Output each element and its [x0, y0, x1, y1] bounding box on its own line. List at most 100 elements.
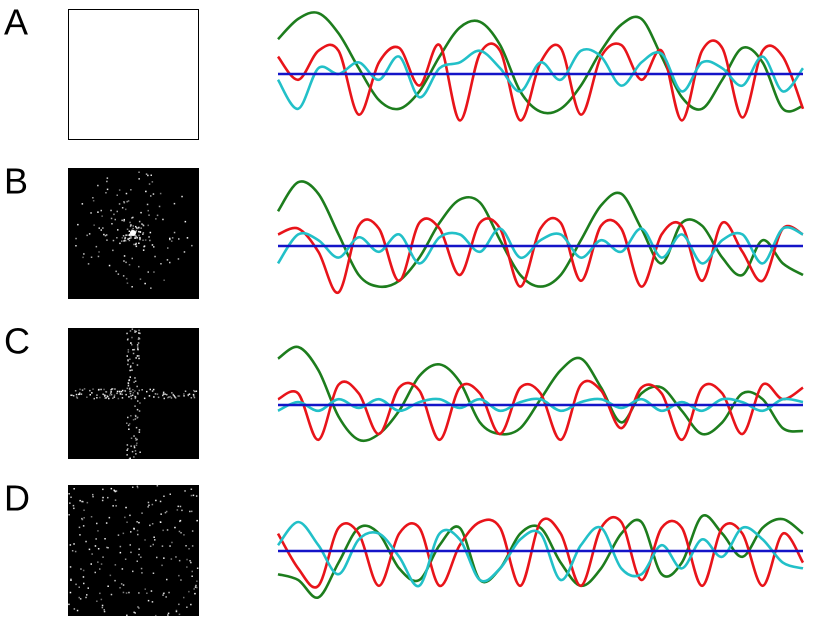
- speckle: [147, 599, 150, 602]
- speckle: [139, 451, 141, 453]
- speckle: [133, 456, 135, 458]
- speckle: [175, 610, 178, 613]
- speckle: [151, 390, 154, 392]
- speckle: [110, 593, 113, 596]
- speckle: [136, 355, 139, 357]
- speckle: [102, 496, 104, 499]
- speckle: [183, 395, 185, 397]
- speckle: [107, 395, 109, 398]
- speckle: [159, 500, 162, 503]
- speckle: [149, 545, 152, 547]
- speckle: [88, 548, 91, 551]
- speckle: [90, 256, 93, 258]
- speckle: [146, 592, 148, 594]
- speckle: [193, 395, 195, 397]
- speckle: [131, 344, 133, 346]
- speckle: [190, 488, 193, 490]
- speckle: [70, 496, 72, 498]
- speckle: [73, 507, 75, 510]
- speckle: [173, 231, 176, 234]
- speckle: [129, 514, 131, 517]
- speckle: [95, 538, 97, 540]
- speckle: [140, 211, 142, 214]
- speckle: [137, 348, 139, 351]
- speckle: [68, 514, 70, 516]
- speckle: [121, 207, 124, 209]
- speckle: [174, 397, 177, 399]
- speckle: [162, 393, 165, 395]
- speckle: [136, 560, 138, 562]
- speckle: [147, 506, 149, 508]
- speckle: [110, 391, 112, 393]
- speckle: [162, 394, 164, 397]
- speckle: [155, 499, 157, 502]
- speckle: [130, 390, 132, 393]
- speckle: [134, 235, 136, 237]
- speckle: [163, 397, 165, 400]
- speckle: [123, 260, 125, 262]
- speckle: [71, 394, 73, 396]
- speckle: [169, 493, 171, 495]
- speckle: [134, 405, 136, 407]
- speckle: [136, 438, 138, 441]
- speckle: [195, 390, 198, 392]
- speckle: [130, 224, 132, 226]
- speckle: [150, 174, 152, 176]
- speckle: [134, 377, 136, 379]
- speckle: [127, 349, 130, 351]
- speckle: [81, 500, 83, 503]
- speckle: [173, 395, 175, 397]
- speckle: [123, 240, 125, 242]
- speckle: [171, 240, 173, 242]
- speckle: [91, 553, 93, 555]
- speckle: [129, 225, 132, 228]
- speckle: [136, 385, 138, 388]
- speckle: [114, 499, 117, 501]
- speckle: [171, 237, 174, 239]
- speckle: [119, 551, 122, 554]
- speckle: [118, 390, 121, 393]
- speckle: [131, 328, 134, 330]
- speckle: [131, 394, 134, 396]
- speckle: [186, 558, 188, 561]
- speckle: [138, 332, 140, 334]
- speckle: [104, 538, 106, 540]
- speckle: [137, 393, 139, 395]
- speckle: [128, 237, 131, 240]
- speckle: [115, 505, 117, 507]
- speckle: [130, 189, 132, 191]
- speckle: [103, 394, 105, 396]
- speckle: [128, 591, 130, 594]
- speckle: [192, 494, 195, 497]
- speckle: [128, 388, 131, 390]
- speckle: [130, 531, 132, 533]
- speckle: [137, 338, 140, 340]
- speckle: [163, 495, 165, 497]
- trace: [276, 47, 805, 111]
- speckle: [79, 499, 81, 502]
- speckle: [92, 495, 94, 498]
- speckle: [167, 396, 169, 399]
- speckle: [170, 558, 173, 560]
- speckle: [135, 444, 138, 446]
- speckle: [127, 351, 130, 353]
- speckle: [138, 226, 140, 229]
- speckle: [128, 457, 131, 460]
- speckle: [171, 541, 173, 544]
- speckle: [78, 596, 80, 599]
- speckle: [155, 218, 157, 220]
- speckle: [150, 287, 152, 289]
- speckle: [94, 545, 97, 547]
- speckle: [196, 586, 198, 589]
- speckle: [129, 221, 131, 224]
- speckle: [113, 394, 116, 396]
- speckle: [143, 245, 145, 248]
- speckle: [142, 224, 145, 227]
- speckle: [135, 415, 137, 418]
- speckle: [124, 516, 126, 519]
- speckle: [151, 503, 154, 506]
- speckle: [162, 592, 165, 595]
- speckle: [79, 388, 81, 391]
- speckle: [124, 558, 127, 560]
- speckle: [175, 556, 177, 558]
